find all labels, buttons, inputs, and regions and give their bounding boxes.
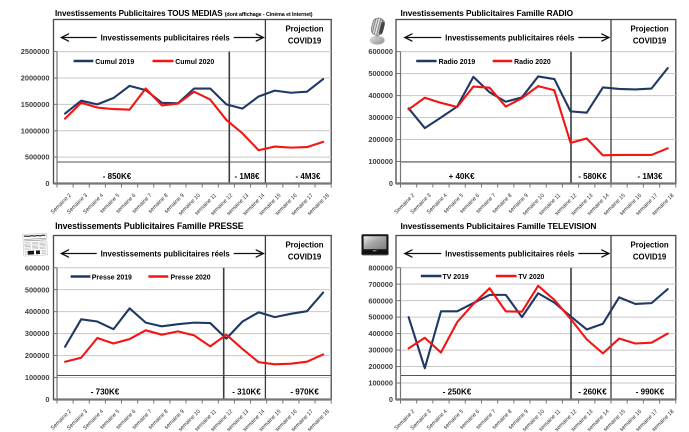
svg-text:100000: 100000 xyxy=(25,373,50,382)
svg-text:700000: 700000 xyxy=(368,280,393,289)
svg-text:0: 0 xyxy=(389,395,393,404)
svg-text:Cumul 2019: Cumul 2019 xyxy=(95,59,134,66)
svg-text:COVID19: COVID19 xyxy=(633,252,667,261)
svg-text:2000000: 2000000 xyxy=(21,74,50,83)
svg-text:100000: 100000 xyxy=(368,157,393,166)
svg-text:COVID19: COVID19 xyxy=(288,252,322,261)
svg-text:500000: 500000 xyxy=(368,313,393,322)
svg-text:1500000: 1500000 xyxy=(21,100,50,109)
svg-text:0: 0 xyxy=(45,179,49,188)
svg-text:- 850K€: - 850K€ xyxy=(103,172,132,181)
svg-text:TV 2020: TV 2020 xyxy=(518,274,544,281)
svg-text:Investissements publicitaires: Investissements publicitaires réels xyxy=(445,34,575,43)
svg-text:- 260K€: - 260K€ xyxy=(578,388,607,397)
svg-text:Projection: Projection xyxy=(631,25,669,34)
svg-text:+ 40K€: + 40K€ xyxy=(449,172,476,181)
svg-text:Investissements publicitaires: Investissements publicitaires réels xyxy=(445,250,575,259)
svg-text:200000: 200000 xyxy=(368,362,393,371)
svg-text:0: 0 xyxy=(389,179,393,188)
svg-text:1000000: 1000000 xyxy=(21,126,50,135)
svg-text:400000: 400000 xyxy=(25,307,50,316)
svg-text:- 730K€: - 730K€ xyxy=(91,388,120,397)
svg-text:Cumul 2020: Cumul 2020 xyxy=(175,59,214,66)
svg-text:500000: 500000 xyxy=(25,153,50,162)
svg-text:Investissements Publicitaires: Investissements Publicitaires TOUS MEDIA… xyxy=(55,9,313,18)
svg-text:- 250K€: - 250K€ xyxy=(443,388,472,397)
svg-text:COVID19: COVID19 xyxy=(633,36,667,45)
svg-text:200000: 200000 xyxy=(25,351,50,360)
svg-text:- 970K€: - 970K€ xyxy=(290,388,319,397)
svg-text:- 990K€: - 990K€ xyxy=(636,388,665,397)
svg-text:200000: 200000 xyxy=(368,135,393,144)
svg-text:300000: 300000 xyxy=(368,113,393,122)
svg-text:Investissements publicitaires: Investissements publicitaires réels xyxy=(101,34,231,43)
svg-text:- 1M8€: - 1M8€ xyxy=(235,172,260,181)
svg-text:Investissements Publicitaires: Investissements Publicitaires Famille TE… xyxy=(401,221,597,231)
svg-text:Radio 2020: Radio 2020 xyxy=(514,59,551,66)
svg-text:300000: 300000 xyxy=(25,329,50,338)
svg-text:400000: 400000 xyxy=(368,329,393,338)
svg-text:Investissements publicitaires: Investissements publicitaires réels xyxy=(101,250,231,259)
svg-text:Radio 2019: Radio 2019 xyxy=(439,59,476,66)
svg-text:- 310K€: - 310K€ xyxy=(232,388,261,397)
svg-text:Investissements Publicitaires: Investissements Publicitaires Famille PR… xyxy=(55,221,244,231)
svg-text:600000: 600000 xyxy=(368,296,393,305)
svg-text:800000: 800000 xyxy=(368,263,393,272)
svg-text:Presse 2019: Presse 2019 xyxy=(92,274,132,281)
svg-text:2500000: 2500000 xyxy=(21,47,50,56)
svg-text:400000: 400000 xyxy=(368,91,393,100)
svg-text:600000: 600000 xyxy=(368,47,393,56)
svg-text:300000: 300000 xyxy=(368,346,393,355)
svg-text:Presse 2020: Presse 2020 xyxy=(171,274,211,281)
svg-text:TV 2019: TV 2019 xyxy=(443,274,469,281)
svg-text:COVID19: COVID19 xyxy=(288,36,322,45)
svg-text:Investissements Publicitaires: Investissements Publicitaires Famille RA… xyxy=(401,8,574,18)
svg-text:Projection: Projection xyxy=(285,241,323,250)
svg-text:- 580K€: - 580K€ xyxy=(578,172,607,181)
svg-text:- 1M3€: - 1M3€ xyxy=(638,172,663,181)
svg-text:600000: 600000 xyxy=(25,263,50,272)
svg-text:500000: 500000 xyxy=(368,69,393,78)
svg-text:- 4M3€: - 4M3€ xyxy=(296,172,321,181)
svg-text:Projection: Projection xyxy=(285,25,323,34)
svg-text:500000: 500000 xyxy=(25,285,50,294)
svg-text:0: 0 xyxy=(45,395,49,404)
svg-text:Projection: Projection xyxy=(631,241,669,250)
svg-text:100000: 100000 xyxy=(368,379,393,388)
